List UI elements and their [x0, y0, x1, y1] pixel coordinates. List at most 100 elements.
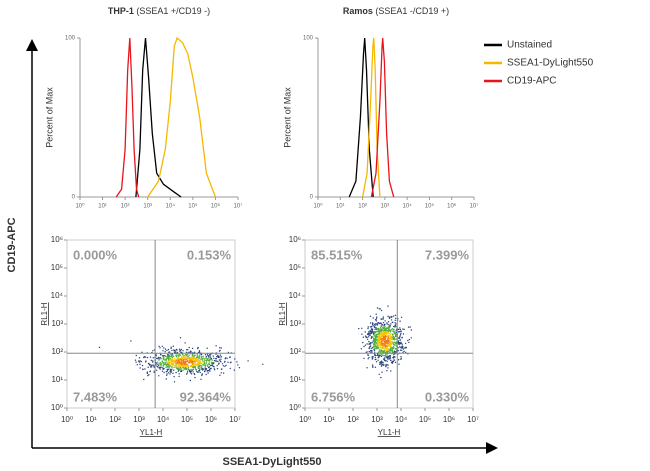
- event-dot: [393, 341, 396, 343]
- event-dot: [376, 307, 379, 309]
- event-dot: [389, 349, 391, 351]
- event-dot: [201, 374, 203, 377]
- event-dot: [201, 373, 204, 375]
- event-dot: [387, 342, 389, 344]
- event-dot: [179, 354, 181, 357]
- event-dot: [390, 323, 392, 325]
- event-dot: [392, 336, 394, 338]
- legend-label: Unstained: [507, 40, 552, 51]
- event-dot: [184, 357, 187, 360]
- event-dot: [211, 363, 214, 365]
- event-dot: [136, 364, 138, 366]
- event-dot: [171, 358, 173, 360]
- event-dot: [167, 361, 170, 363]
- event-dot: [399, 320, 401, 322]
- event-dot: [169, 370, 172, 372]
- event-dot: [193, 355, 195, 358]
- event-dot: [238, 367, 241, 369]
- event-dot: [165, 366, 167, 369]
- event-dot: [376, 316, 378, 318]
- event-dot: [176, 354, 178, 356]
- event-dot: [214, 360, 217, 362]
- event-dot: [170, 371, 172, 374]
- event-dot: [198, 351, 201, 353]
- x-tick-label: 10¹: [98, 204, 107, 210]
- event-dot: [362, 341, 364, 344]
- event-dot: [149, 364, 151, 366]
- event-dot: [163, 371, 165, 374]
- event-dot: [399, 349, 402, 351]
- event-dot: [225, 364, 227, 366]
- event-dot: [367, 358, 369, 360]
- event-dot: [184, 362, 187, 365]
- event-dot: [386, 323, 388, 325]
- x-tick-label: 10⁰: [313, 203, 323, 210]
- event-dot: [380, 365, 383, 367]
- event-dot: [400, 330, 402, 332]
- event-dot: [192, 357, 194, 359]
- event-dot: [378, 356, 380, 358]
- event-dot: [162, 358, 165, 360]
- event-dot: [401, 345, 403, 348]
- event-dot: [152, 364, 154, 366]
- y-tick-label: 10⁵: [51, 263, 63, 272]
- event-dot: [186, 354, 188, 356]
- event-dot: [385, 342, 387, 344]
- event-dot: [374, 319, 377, 321]
- event-dot: [370, 330, 372, 332]
- event-dot: [211, 365, 214, 367]
- event-dot: [213, 366, 215, 368]
- event-dot: [162, 362, 165, 364]
- y-tick-label: 10²: [289, 347, 301, 356]
- x-tick-label: 10⁵: [188, 203, 198, 210]
- event-dot: [191, 347, 194, 350]
- event-dot: [373, 342, 375, 345]
- event-dot: [394, 322, 396, 324]
- event-dot: [369, 322, 372, 324]
- event-dot: [182, 362, 184, 365]
- event-dot: [391, 360, 393, 363]
- event-dot: [384, 320, 386, 322]
- event-dot: [376, 335, 378, 337]
- event-dot: [379, 349, 381, 351]
- event-dot: [393, 338, 396, 340]
- event-dot: [400, 346, 402, 349]
- event-dot: [364, 335, 367, 337]
- event-dot: [375, 327, 377, 329]
- event-dot: [193, 364, 195, 366]
- event-dot: [401, 347, 403, 350]
- event-dot: [366, 367, 368, 369]
- event-dot: [373, 338, 375, 340]
- event-dot: [370, 345, 372, 347]
- event-dot: [198, 367, 200, 369]
- event-dot: [198, 354, 201, 357]
- x-tick-label: 10³: [133, 415, 145, 424]
- event-dot: [221, 368, 223, 370]
- event-dot: [187, 360, 189, 362]
- event-dot: [382, 343, 384, 345]
- event-dot: [373, 344, 376, 346]
- event-dot: [179, 362, 181, 364]
- event-dot: [218, 363, 220, 365]
- event-dot: [153, 370, 155, 372]
- x-tick-label: 10⁶: [447, 203, 457, 210]
- event-dot: [149, 356, 152, 358]
- event-dot: [174, 349, 176, 352]
- event-dot: [175, 361, 177, 364]
- x-tick-label: 10⁴: [157, 415, 170, 424]
- event-dot: [198, 357, 200, 360]
- event-dot: [384, 332, 386, 334]
- event-dot: [383, 337, 385, 339]
- event-dot: [200, 358, 202, 360]
- quadrant-percent: 0.330%: [425, 389, 470, 404]
- event-dot: [176, 366, 179, 368]
- event-dot: [380, 326, 382, 329]
- event-dot: [165, 359, 167, 361]
- event-dot: [237, 364, 239, 366]
- event-dot: [393, 347, 395, 349]
- event-dot: [201, 368, 203, 370]
- event-dot: [156, 365, 158, 367]
- event-dot: [386, 345, 388, 347]
- event-dot: [172, 345, 174, 347]
- event-dot: [155, 364, 157, 366]
